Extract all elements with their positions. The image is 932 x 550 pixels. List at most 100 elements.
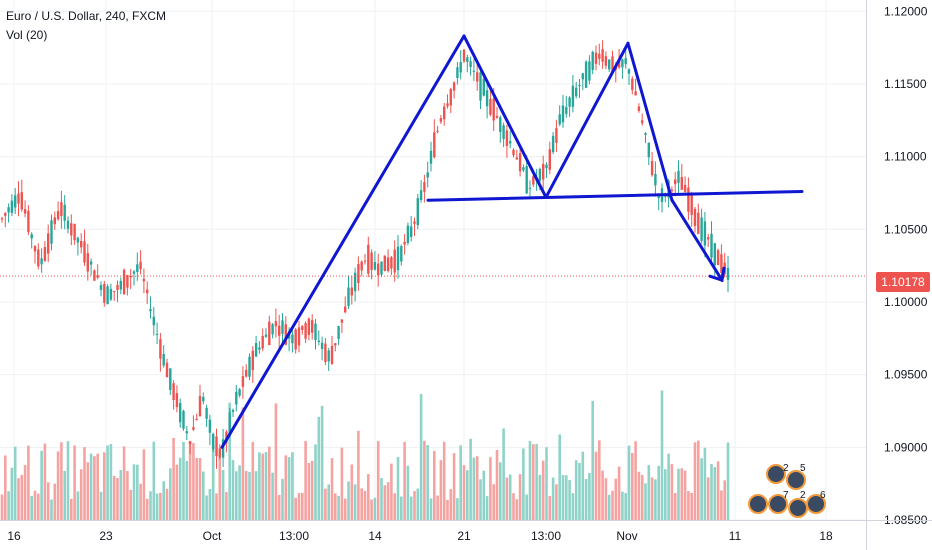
flag-badge-icon[interactable]: [768, 494, 788, 514]
volume-bar: [317, 416, 321, 520]
candle-body: [129, 275, 132, 278]
volume-bar: [33, 490, 37, 520]
volume-bar: [624, 493, 627, 520]
candle-body: [383, 255, 386, 272]
candle-body: [337, 326, 340, 339]
volume-bar: [304, 440, 307, 520]
candle-body: [350, 287, 353, 296]
volume-indicator-label[interactable]: Vol (20): [6, 28, 48, 42]
event-badge-icon[interactable]: [786, 470, 806, 490]
volume-bar: [96, 453, 99, 520]
volume-bar: [106, 445, 109, 520]
flag-badge-icon[interactable]: [788, 498, 808, 518]
volume-bar: [522, 448, 525, 520]
candle-body: [452, 82, 456, 91]
candle-body: [485, 90, 489, 107]
candle-body: [122, 269, 126, 295]
volume-bar: [667, 453, 670, 520]
candle-body: [311, 320, 314, 333]
candle-body: [60, 202, 63, 217]
volume-bar: [475, 456, 479, 520]
candle-body: [70, 223, 73, 236]
trough-to-right-peak[interactable]: [544, 41, 630, 199]
candle-body: [56, 211, 60, 220]
volume-bar: [27, 445, 30, 520]
candle-body: [195, 418, 198, 421]
candle-body: [47, 233, 50, 254]
flag-badge-icon[interactable]: [748, 494, 768, 514]
candle-body: [304, 323, 307, 339]
candle-body: [221, 439, 225, 458]
candle-body: [367, 244, 370, 274]
volume-bar: [221, 470, 225, 520]
volume-bar: [254, 471, 258, 520]
volume-bar: [726, 442, 730, 520]
volume-bar: [172, 437, 175, 520]
candle-body: [340, 319, 344, 323]
candle-body: [581, 73, 584, 80]
event-count: 7: [783, 490, 789, 501]
volume-bar: [541, 460, 545, 520]
volume-bar: [390, 463, 393, 520]
flag-badge-icon[interactable]: [806, 494, 826, 514]
volume-bar: [723, 480, 726, 520]
volume-bar: [446, 499, 449, 520]
volume-bar: [13, 446, 17, 520]
volume-bar: [76, 491, 80, 520]
candle-body: [697, 212, 700, 234]
candle-body: [50, 220, 53, 244]
volume-bar: [363, 490, 367, 520]
volume-bar: [241, 407, 245, 520]
rally-trendline[interactable]: [220, 34, 466, 449]
volume-bar: [4, 455, 7, 520]
y-tick-label: 1.10500: [884, 222, 928, 236]
volume-bar: [433, 451, 436, 520]
volume-bar: [690, 492, 693, 520]
candle-body: [23, 209, 27, 214]
candle-body: [7, 207, 10, 213]
candle-body: [377, 263, 380, 276]
left-shoulder-to-trough[interactable]: [462, 34, 548, 199]
drawings[interactable]: [0, 34, 866, 449]
candle-body: [528, 187, 532, 189]
volume-bar: [568, 480, 571, 520]
candle-body: [624, 58, 627, 65]
candle-body: [142, 278, 146, 282]
volume-bar: [159, 492, 162, 520]
candle-body: [231, 410, 235, 412]
volume-bar: [376, 441, 380, 520]
volume-bar: [307, 463, 311, 520]
volume-bar: [499, 462, 502, 520]
candle-body: [538, 168, 542, 181]
candle-body: [423, 182, 426, 192]
candle-body: [631, 78, 634, 91]
volume-bar: [195, 457, 198, 520]
volume-bar: [136, 464, 139, 520]
candle-body: [594, 52, 598, 64]
candle-body: [27, 210, 30, 233]
volume-bar: [119, 469, 123, 520]
candle-body: [33, 246, 37, 252]
target-arrow[interactable]: [670, 198, 724, 282]
right-peak-down[interactable]: [626, 41, 674, 202]
volume-bar: [66, 441, 70, 520]
candle-body: [703, 221, 707, 246]
volume-bar: [70, 498, 73, 520]
x-tick-label: 16: [7, 529, 21, 543]
candle-body: [558, 114, 561, 125]
arrow-head[interactable]: [708, 266, 726, 283]
volume-bar: [225, 492, 228, 520]
volume-bar: [584, 478, 588, 520]
candle-body: [627, 69, 631, 74]
candle-body: [126, 275, 129, 288]
volume-bar: [175, 464, 179, 520]
volume-bar: [716, 461, 720, 520]
event-badge-icon[interactable]: [766, 464, 786, 484]
volume-bar: [192, 443, 195, 520]
x-tick-label: 13:00: [279, 529, 309, 543]
volume-bar: [429, 498, 433, 520]
grid: [0, 0, 866, 521]
neckline[interactable]: [426, 190, 804, 202]
